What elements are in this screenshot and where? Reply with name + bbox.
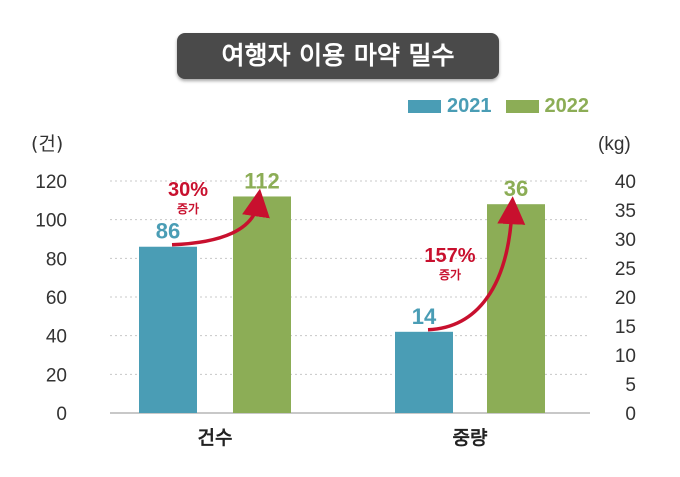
right-tick-label: 0 bbox=[625, 404, 636, 425]
right-tick-label: 35 bbox=[615, 201, 636, 222]
legend-label-2022: 2022 bbox=[544, 94, 590, 117]
bar-2021-0 bbox=[139, 246, 197, 413]
right-tick-label: 20 bbox=[615, 288, 636, 309]
legend-label-2021: 2021 bbox=[447, 94, 492, 117]
growth-percent: 157% bbox=[424, 245, 475, 267]
left-tick-label: 20 bbox=[46, 365, 67, 386]
bar-2022-0 bbox=[233, 196, 291, 413]
bar-2021-1 bbox=[395, 331, 453, 413]
legend-item-2021: 2021 bbox=[408, 95, 492, 118]
category-label: 건수 bbox=[198, 427, 233, 449]
growth-label: 증가 bbox=[177, 201, 199, 216]
bar-2022-1 bbox=[487, 204, 545, 413]
legend-item-2022: 2022 bbox=[505, 94, 590, 118]
left-tick-label: 120 bbox=[35, 172, 67, 193]
data-label: 86 bbox=[156, 219, 180, 244]
left-tick-label: 60 bbox=[46, 288, 67, 309]
growth-label: 증가 bbox=[439, 267, 461, 282]
data-label: 36 bbox=[504, 176, 528, 201]
growth-arrow bbox=[427, 196, 526, 332]
growth-percent: 30% bbox=[168, 179, 208, 201]
right-tick-label: 25 bbox=[615, 259, 636, 280]
legend-swatch-2022 bbox=[505, 99, 539, 113]
right-tick-label: 5 bbox=[625, 375, 636, 396]
left-axis-unit: (건) bbox=[31, 133, 63, 155]
legend-swatch-2021 bbox=[408, 99, 441, 113]
data-label: 112 bbox=[244, 168, 280, 193]
data-label: 14 bbox=[412, 304, 437, 329]
right-tick-label: 40 bbox=[615, 172, 636, 193]
left-tick-label: 80 bbox=[46, 249, 67, 270]
right-tick-label: 15 bbox=[615, 317, 636, 338]
right-tick-label: 30 bbox=[615, 230, 636, 251]
left-tick-label: 100 bbox=[35, 211, 67, 232]
right-axis-unit: (kg) bbox=[598, 134, 631, 155]
growth-arrow bbox=[171, 188, 270, 247]
left-tick-label: 0 bbox=[56, 404, 67, 425]
left-tick-label: 40 bbox=[46, 327, 67, 348]
category-label: 중량 bbox=[453, 427, 488, 449]
chart-title: 여행자 이용 마약 밀수 bbox=[177, 33, 499, 79]
legend: 2021 2022 bbox=[408, 95, 603, 117]
right-tick-label: 10 bbox=[615, 346, 636, 367]
